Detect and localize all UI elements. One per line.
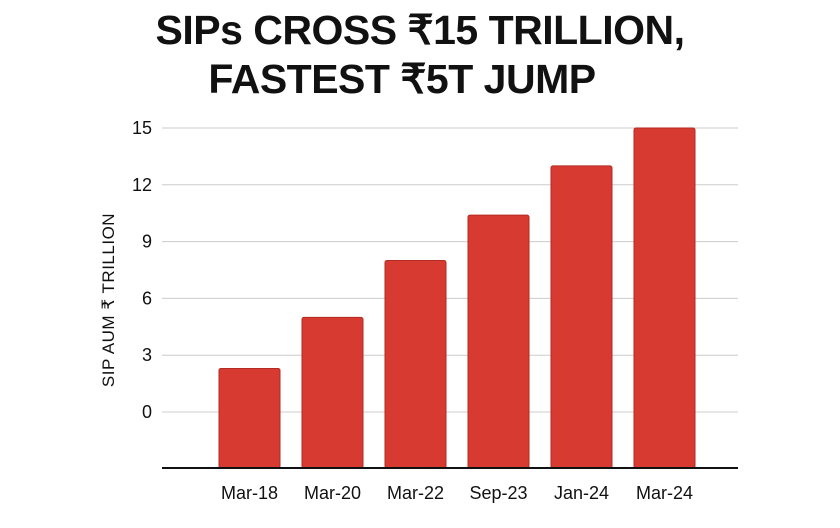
bars	[218, 127, 696, 469]
x-tick-labels: Mar-18 Mar-20 Mar-22 Sep-23 Jan-24 Mar-24	[221, 483, 693, 503]
x-tick-label: Mar-20	[304, 483, 361, 503]
x-tick-label: Mar-24	[636, 483, 693, 503]
chart-title: SIPs CROSS ₹15 TRILLION, FASTEST ₹5T JUM…	[0, 6, 840, 104]
y-tick-label: 9	[142, 232, 152, 252]
bar-sep-23	[467, 214, 530, 469]
y-axis-title: SIP AUM ₹ TRILLION	[99, 213, 118, 387]
bar-mar-24	[633, 127, 696, 469]
bar-mar-20	[301, 316, 364, 469]
y-tick-labels: 0 3 6 9 12 15	[132, 118, 152, 422]
bar-mar-22	[384, 260, 447, 469]
x-tick-label: Jan-24	[554, 483, 609, 503]
y-tick-label: 15	[132, 118, 152, 138]
x-tick-label: Mar-18	[221, 483, 278, 503]
bar-mar-18	[218, 367, 281, 469]
y-tick-label: 0	[142, 402, 152, 422]
x-tick-label: Mar-22	[387, 483, 444, 503]
y-tick-label: 6	[142, 288, 152, 308]
y-tick-label: 12	[132, 175, 152, 195]
bar-jan-24	[550, 165, 613, 469]
x-tick-label: Sep-23	[469, 483, 527, 503]
chart-title-line-1: SIPs CROSS ₹15 TRILLION,	[155, 7, 685, 53]
y-tick-label: 3	[142, 345, 152, 365]
chart-title-line-2: FASTEST ₹5T JUMP	[208, 56, 596, 102]
